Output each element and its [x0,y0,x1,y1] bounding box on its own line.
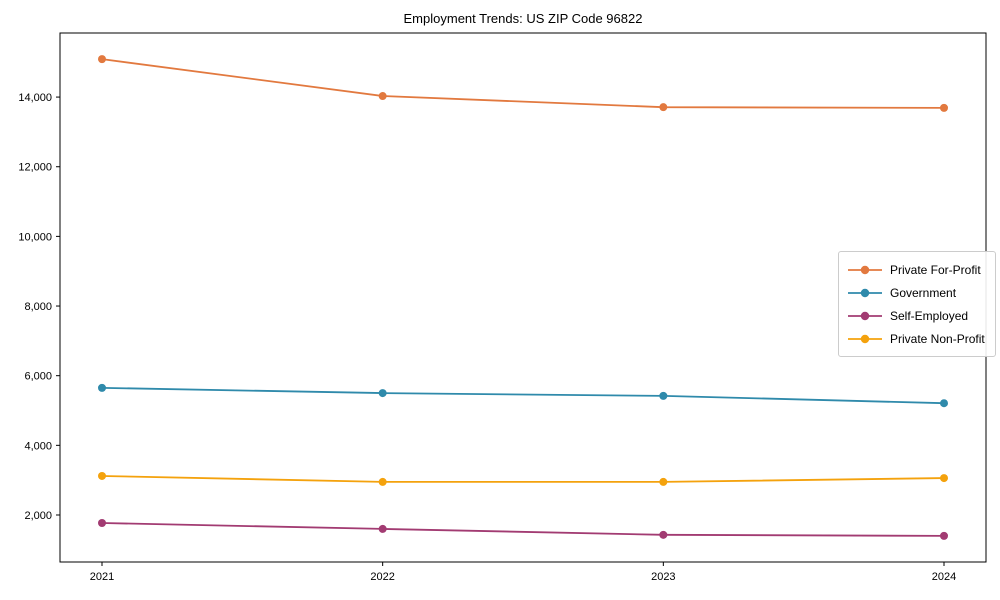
x-tick-label: 2023 [651,571,675,583]
series-line-government [101,386,945,405]
legend-line-marker-icon [848,334,882,343]
legend-item: Private For-Profit [848,258,985,281]
data-point [98,383,106,392]
y-tick-label: 8,000 [24,301,52,313]
data-point [940,103,948,112]
series-line-self-employed [101,522,945,537]
y-tick-label: 10,000 [18,231,52,243]
x-tick-label: 2024 [932,571,956,583]
legend-label: Self-Employed [890,308,969,323]
series-line-private-non-profit [101,475,945,483]
data-point [378,477,387,486]
y-tick-label: 4,000 [24,440,52,452]
x-tick-label: 2022 [370,571,394,583]
y-tick-label: 2,000 [24,510,52,522]
legend-item: Private Non-Profit [848,327,985,350]
y-tick-label: 6,000 [24,371,52,383]
data-point [659,477,668,486]
chart-title: Employment Trends: US ZIP Code 96822 [403,11,643,26]
legend-label: Government [890,285,957,300]
series-line-private-for-profit [101,58,945,109]
data-point [659,391,668,400]
y-tick-label: 12,000 [18,162,52,174]
data-point [98,55,106,64]
legend: Private For-Profit Government Self-Employe… [838,251,996,357]
y-tick-label: 14,000 [18,92,52,104]
data-point [98,471,106,480]
data-point [940,531,948,540]
data-point [378,389,387,398]
data-point [659,103,668,112]
legend-label: Private For-Profit [890,262,981,277]
legend-item: Self-Employed [848,304,985,327]
data-point [940,399,948,408]
data-point [378,92,387,101]
legend-line-marker-icon [848,265,882,274]
legend-item: Government [848,281,985,304]
legend-line-marker-icon [848,288,882,297]
data-point [940,474,948,483]
data-point [98,518,106,527]
legend-label: Private Non-Profit [890,331,985,346]
data-point [659,530,668,539]
legend-line-marker-icon [848,311,882,320]
x-tick-label: 2021 [90,571,114,583]
data-point [378,524,387,533]
